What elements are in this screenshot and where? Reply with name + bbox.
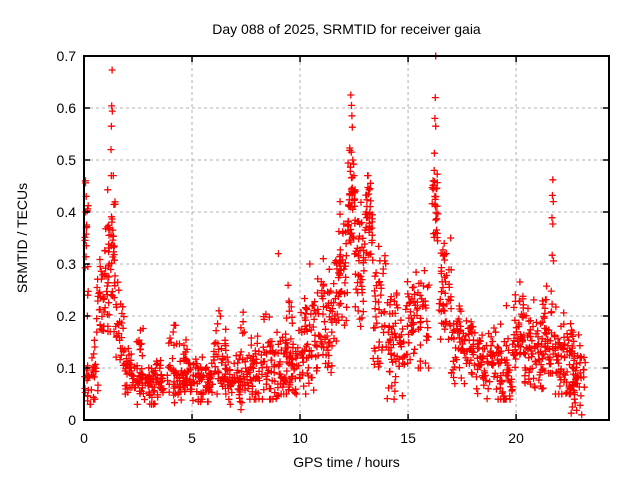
x-tick-label: 0 [80, 430, 88, 446]
y-tick-label: 0 [68, 412, 76, 428]
y-tick-label: 0.1 [57, 360, 77, 376]
y-tick-label: 0.5 [57, 152, 77, 168]
x-tick-label: 5 [188, 430, 196, 446]
plot-border [83, 55, 610, 421]
y-tick-label: 0.4 [57, 204, 77, 220]
scatter-points [81, 52, 589, 419]
y-tick-label: 0.2 [57, 308, 77, 324]
x-tick-label: 10 [292, 430, 308, 446]
x-tick-label: 15 [400, 430, 416, 446]
tick-labels: 0 5 10 15 20 0 0.1 0.2 0.3 0.4 0.5 0.6 0.7 [57, 48, 525, 446]
x-tick-label: 20 [508, 430, 524, 446]
y-tick-label: 0.7 [57, 48, 77, 64]
gridlines [84, 56, 609, 420]
x-axis-label: GPS time / hours [293, 454, 400, 470]
y-tick-label: 0.6 [57, 100, 77, 116]
scatter-marker-path [81, 52, 589, 419]
y-tick-label: 0.3 [57, 256, 77, 272]
chart-title: Day 088 of 2025, SRMTID for receiver gai… [212, 21, 481, 37]
